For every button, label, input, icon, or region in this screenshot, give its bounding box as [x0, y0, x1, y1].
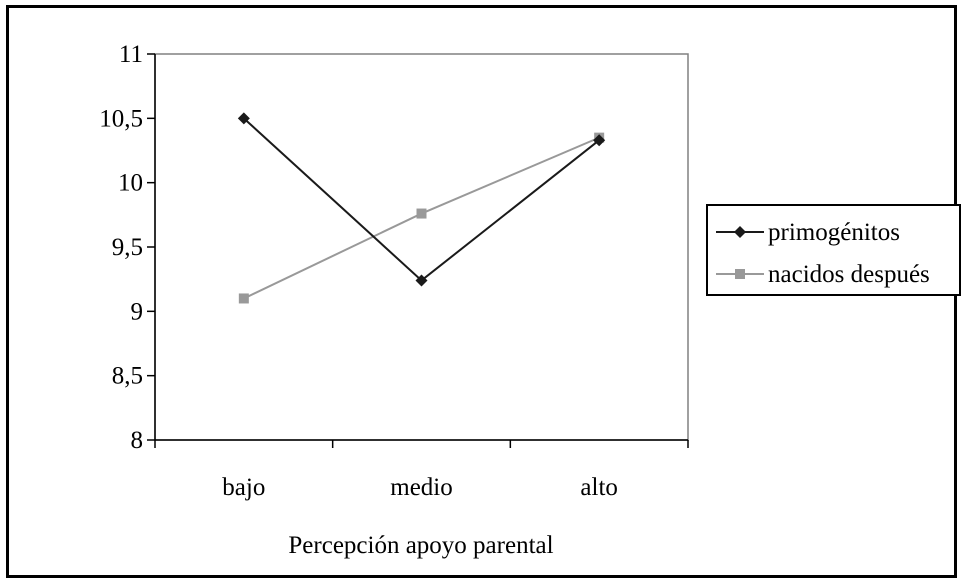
- x-axis-title: Percepción apoyo parental: [288, 532, 553, 559]
- legend-item: nacidos después: [716, 261, 930, 288]
- y-tick-label: 8: [131, 427, 144, 454]
- data-point: [593, 134, 606, 147]
- legend-label: primogénitos: [768, 219, 900, 246]
- plot-area: [154, 53, 689, 441]
- y-tick-label: 8,5: [112, 363, 143, 390]
- y-axis: 8 8,5 9 9,5 10 10,5 11: [99, 41, 156, 454]
- data-point: [238, 293, 249, 304]
- y-tick-label: 10,5: [99, 105, 143, 132]
- x-tick-label: bajo: [222, 474, 265, 501]
- series-0: [237, 112, 606, 287]
- data-point: [415, 274, 428, 287]
- x-tick-label: alto: [580, 474, 618, 501]
- y-tick-label: 11: [119, 41, 143, 68]
- x-axis: bajo medio alto: [154, 439, 689, 501]
- legend: primogénitos nacidos después: [706, 204, 961, 296]
- y-tick-label: 9: [131, 298, 144, 325]
- plot-border: [154, 53, 689, 441]
- data-point: [416, 208, 427, 219]
- y-tick-label: 9,5: [112, 234, 143, 261]
- x-tick-label: medio: [390, 474, 453, 501]
- legend-box: [706, 204, 961, 296]
- data-point: [237, 112, 250, 125]
- y-tick-label: 10: [118, 170, 143, 197]
- legend-marker: [735, 269, 745, 279]
- legend-marker: [734, 226, 746, 238]
- legend-label: nacidos después: [768, 261, 930, 288]
- legend-item: primogénitos: [716, 219, 900, 246]
- series-layer: [237, 112, 606, 304]
